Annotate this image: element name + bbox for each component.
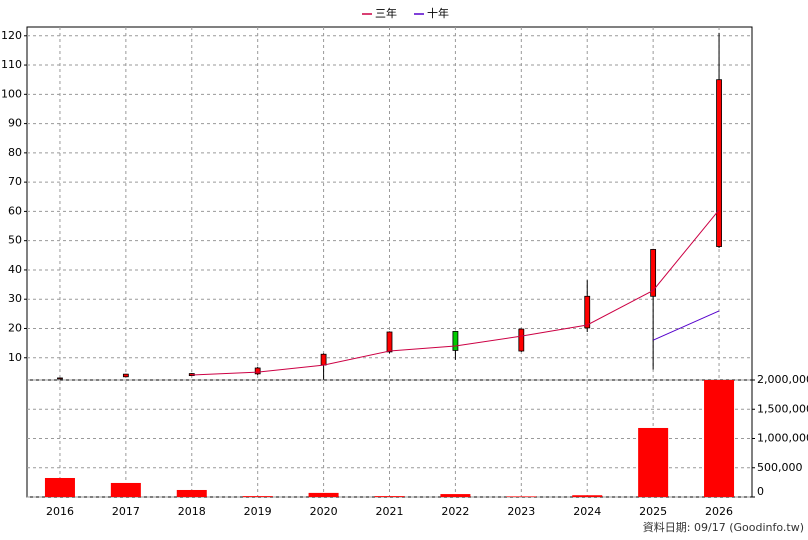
- y-tick-label: 40: [8, 263, 22, 276]
- legend-label: 十年: [427, 6, 449, 20]
- y-tick-label: 60: [8, 204, 22, 217]
- volume-bar: [506, 496, 537, 497]
- candle-body: [716, 79, 722, 247]
- volume-bar: [242, 496, 273, 497]
- y-tick-label: 20: [8, 321, 22, 334]
- x-tick-label: 2019: [244, 505, 272, 518]
- x-tick-label: 2024: [573, 505, 601, 518]
- volume-bar: [44, 477, 75, 497]
- volume-bar: [110, 482, 141, 497]
- candle-body: [122, 373, 129, 378]
- x-tick-label: 2020: [310, 505, 338, 518]
- volume-bar: [638, 427, 669, 497]
- candle-body: [57, 377, 63, 380]
- x-tick-label: 2021: [376, 505, 404, 518]
- y2-tick-label: 1,000,000: [757, 432, 808, 445]
- y2-tick-label: 1,500,000: [757, 402, 808, 415]
- volume-bar: [176, 489, 207, 497]
- candle-body: [518, 328, 525, 352]
- y-tick-label: 50: [8, 234, 22, 247]
- volume-bar: [374, 496, 405, 497]
- y-tick-label: 100: [1, 87, 22, 100]
- legend-label: 三年: [375, 6, 397, 20]
- candle-body: [584, 295, 591, 329]
- volume-bar: [308, 492, 339, 497]
- candle-body: [254, 367, 261, 375]
- y2-tick-label: 500,000: [757, 461, 803, 474]
- footer: 資料日期: 09/17 (Goodinfo.tw): [643, 520, 804, 534]
- x-tick-label: 2022: [441, 505, 469, 518]
- y-tick-label: 70: [8, 175, 22, 188]
- x-tick-label: 2017: [112, 505, 140, 518]
- x-tick-label: 2026: [705, 505, 733, 518]
- candle-body: [386, 331, 393, 353]
- y-tick-label: 110: [1, 58, 22, 71]
- volume-bar: [572, 495, 603, 497]
- y-tick-label: 80: [8, 146, 22, 159]
- volume-bar: [704, 380, 735, 497]
- candle-body: [452, 331, 459, 351]
- x-tick-label: 2023: [507, 505, 535, 518]
- candle-body: [320, 353, 327, 366]
- candle-body: [650, 249, 657, 297]
- line-series: [652, 310, 720, 341]
- y2-tick-label: 2,000,000: [757, 373, 808, 386]
- y-tick-label: 30: [8, 292, 22, 305]
- y-tick-label: 10: [8, 351, 22, 364]
- x-tick-label: 2018: [178, 505, 206, 518]
- x-tick-label: 2025: [639, 505, 667, 518]
- line-series: [191, 209, 720, 376]
- volume-bar: [440, 494, 471, 497]
- x-tick-label: 2016: [46, 505, 74, 518]
- y-tick-label: 90: [8, 117, 22, 130]
- y-tick-label: 120: [1, 29, 22, 42]
- y2-tick-label: 0: [757, 485, 764, 498]
